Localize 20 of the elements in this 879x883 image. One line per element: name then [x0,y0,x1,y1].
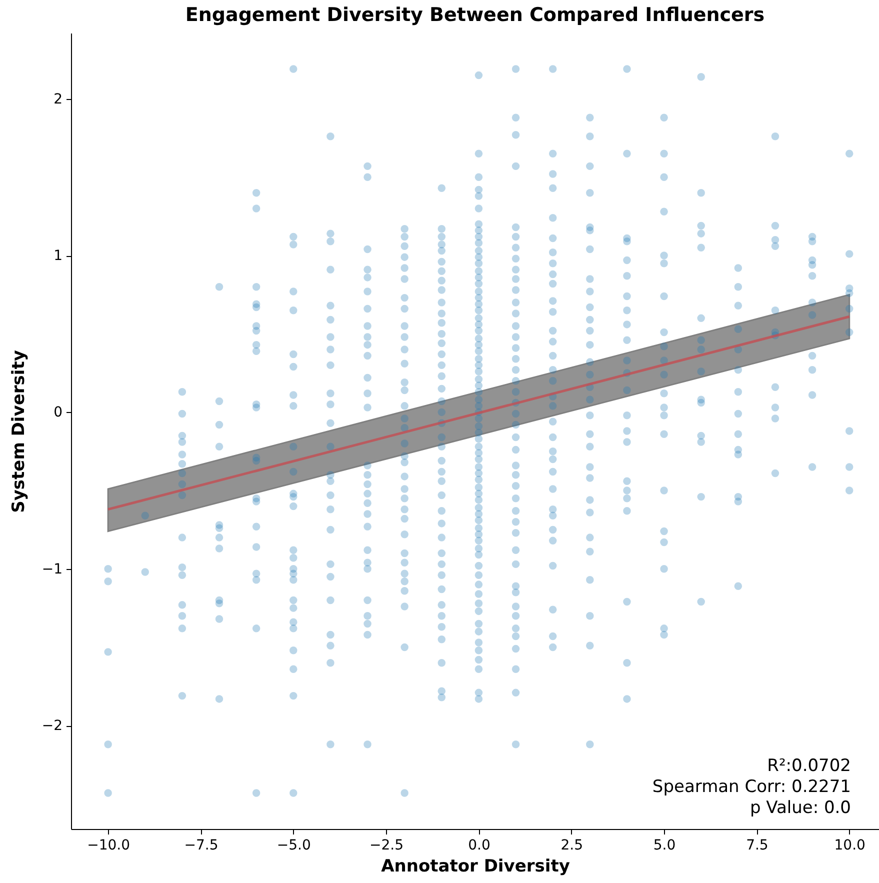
x-tick-label: 5.0 [653,838,676,854]
x-tick-label: −5.0 [276,838,311,854]
y-tick-label: −2 [42,718,62,734]
chart-title: Engagement Diversity Between Compared Influencers [185,4,765,26]
y-tick-label: −1 [42,561,62,578]
x-tick-label: 7.5 [746,838,768,854]
x-tick-label: 2.5 [560,838,583,854]
annotation: p Value: 0.0 [750,798,851,818]
y-tick-label: 1 [54,248,62,264]
y-axis-title: System Diversity [8,350,29,513]
x-axis-title: Annotator Diversity [381,856,570,876]
x-tick-label: −10.0 [87,838,130,854]
x-tick-label: −2.5 [370,838,404,854]
x-tick-label: 0.0 [468,838,490,854]
x-tick-label: −7.5 [184,838,218,854]
y-tick-label: 2 [54,91,62,108]
annotation: R²:0.0702 [767,756,851,776]
y-tick-label: 0 [54,404,62,421]
annotation: Spearman Corr: 0.2271 [652,777,851,797]
x-tick-label: 10.0 [834,838,866,854]
